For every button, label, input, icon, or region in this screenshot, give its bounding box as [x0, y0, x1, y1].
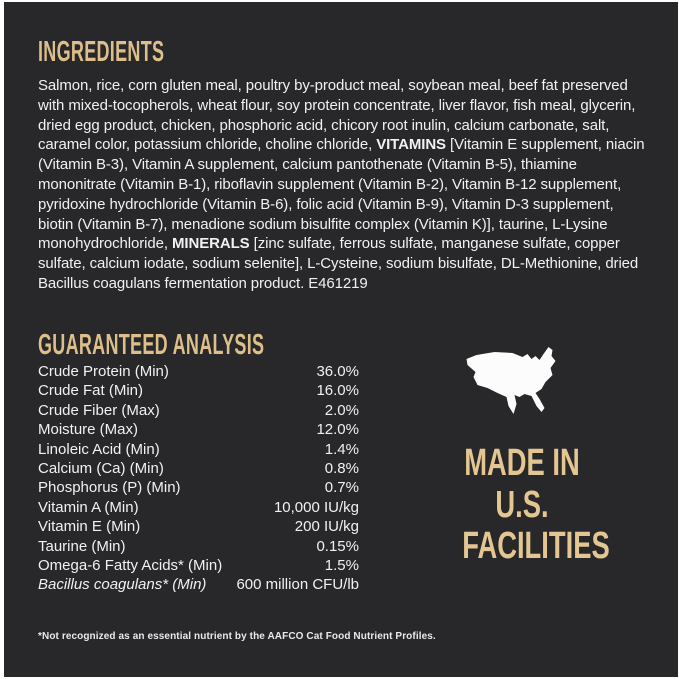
analysis-row: Omega-6 Fatty Acids* (Min) 1.5%: [38, 556, 359, 575]
made-in-line: MADE IN: [464, 442, 580, 484]
guaranteed-analysis-table: Crude Protein (Min) 36.0% Crude Fat (Min) 1…: [38, 362, 359, 595]
analysis-row-value: 36.0%: [316, 363, 359, 380]
ingredients-text: Salmon, rice, corn gluten meal, poultry …: [38, 76, 650, 294]
analysis-row-value: 16.0%: [316, 382, 359, 400]
analysis-row-label: Taurine (Min): [38, 537, 126, 555]
made-in-line: U.S.: [495, 483, 549, 526]
analysis-row: Vitamin E (Min) 200 IU/kg: [38, 517, 359, 536]
analysis-row-label: Linoleic Acid (Min): [38, 440, 160, 458]
analysis-row: Moisture (Max) 12.0%: [38, 420, 359, 439]
made-in-text: MADE IN U.S. FACILITIES: [462, 442, 610, 568]
analysis-row-value: 0.8%: [324, 460, 359, 478]
analysis-row-value: 10,000 IU/kg: [273, 498, 359, 516]
analysis-row: Crude Fiber (Max) 2.0%: [38, 401, 359, 420]
ingredients-segment: Salmon, rice, corn gluten meal, poultry …: [38, 77, 636, 154]
analysis-row-label: Vitamin E (Min): [38, 518, 141, 536]
guaranteed-analysis-heading: GUARANTEED ANALYSIS: [38, 329, 265, 361]
analysis-row-value: 0.7%: [324, 479, 359, 497]
ingredients-heading: INGREDIENTS: [38, 36, 165, 68]
analysis-row-value: 12.0%: [316, 421, 359, 439]
analysis-row-value: 0.15%: [316, 537, 359, 555]
ingredients-bold-segment: VITAMINS: [376, 136, 446, 154]
analysis-row-label: Bacillus coagulans* (Min): [38, 576, 207, 594]
analysis-row-label: Moisture (Max): [38, 421, 139, 439]
pet-food-label-back-panel: INGREDIENTS Salmon, rice, corn gluten me…: [4, 2, 678, 677]
analysis-row-label: Vitamin A (Min): [38, 498, 139, 516]
analysis-row-value: 1.4%: [324, 440, 359, 458]
ingredients-segment: [Vitamin E supplement, niacin (Vitamin B…: [38, 136, 645, 253]
analysis-row-label: Phosphorus (P) (Min): [38, 479, 181, 497]
analysis-row: Calcium (Ca) (Min) 0.8%: [38, 459, 359, 478]
analysis-row-value: 1.5%: [324, 557, 359, 575]
analysis-row-value: 200 IU/kg: [294, 518, 359, 536]
analysis-row-value: 2.0%: [324, 401, 359, 419]
ingredients-bold-segment: MINERALS: [172, 235, 250, 253]
ingredients-segment: [zinc sulfate, ferrous sulfate, manganes…: [38, 235, 639, 292]
analysis-row-label: Crude Protein (Min): [38, 363, 169, 380]
analysis-row-label: Crude Fiber (Max): [38, 401, 160, 419]
aafco-footnote: *Not recognized as an essential nutrient…: [38, 631, 436, 642]
made-in-line: FACILITIES: [462, 525, 610, 567]
analysis-row: Phosphorus (P) (Min) 0.7%: [38, 478, 359, 497]
analysis-row-label: Calcium (Ca) (Min): [38, 460, 164, 478]
analysis-row-label: Crude Fat (Min): [38, 382, 144, 400]
analysis-row-label: Omega-6 Fatty Acids* (Min): [38, 557, 223, 575]
analysis-row: Linoleic Acid (Min) 1.4%: [38, 440, 359, 459]
made-in-us-badge: MADE IN U.S. FACILITIES: [439, 344, 610, 568]
analysis-row-value: 600 million CFU/lb: [236, 576, 359, 594]
analysis-row: Crude Fat (Min) 16.0%: [38, 381, 359, 400]
analysis-row: Taurine (Min) 0.15%: [38, 537, 359, 556]
analysis-row: Crude Protein (Min) 36.0%: [38, 362, 359, 381]
analysis-row: Bacillus coagulans* (Min) 600 million CFU…: [38, 575, 359, 594]
usa-map-icon: [466, 347, 556, 414]
analysis-row: Vitamin A (Min) 10,000 IU/kg: [38, 498, 359, 517]
